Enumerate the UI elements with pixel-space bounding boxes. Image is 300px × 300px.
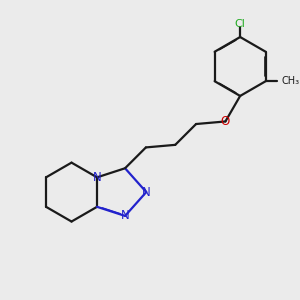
Text: N: N <box>93 171 101 184</box>
Text: CH₃: CH₃ <box>281 76 299 86</box>
Text: O: O <box>221 115 230 128</box>
Text: Cl: Cl <box>235 20 246 29</box>
Text: N: N <box>121 209 129 222</box>
Text: N: N <box>142 186 151 199</box>
